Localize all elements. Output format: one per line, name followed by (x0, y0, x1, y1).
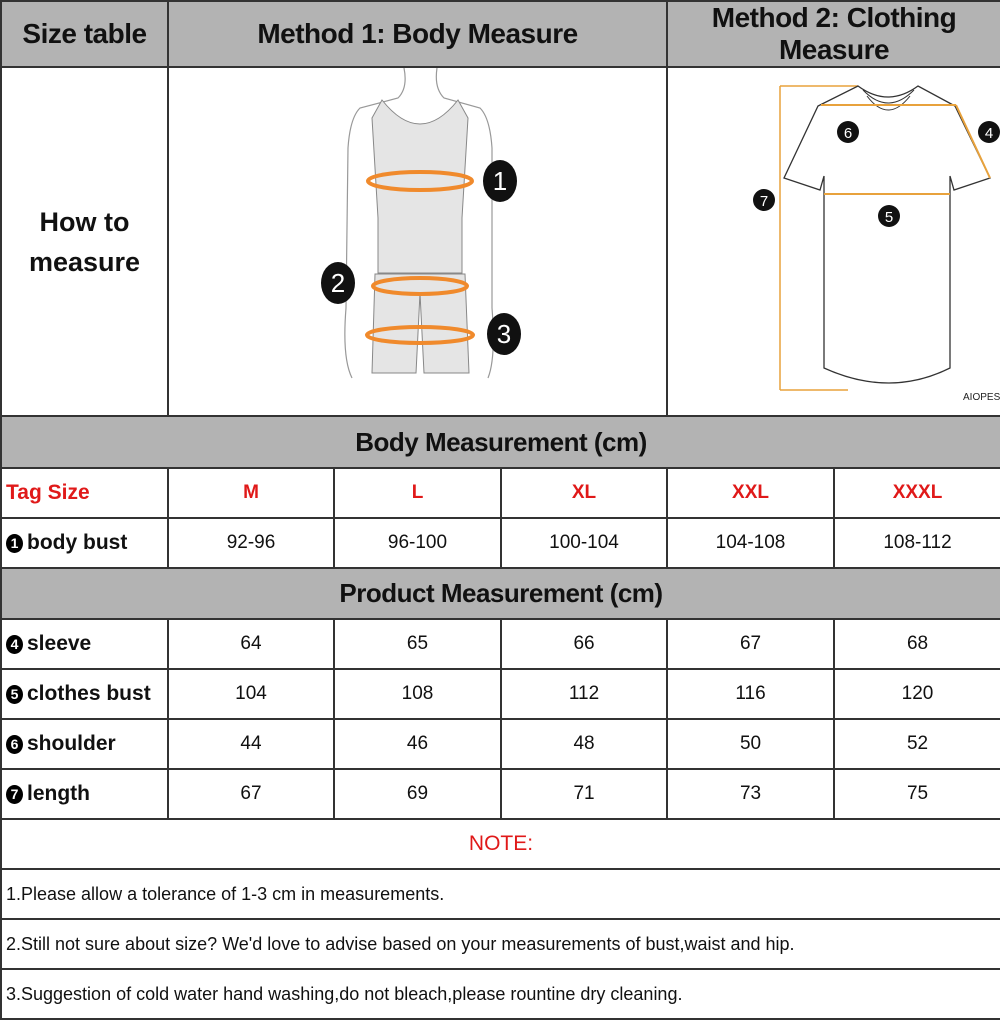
cell: 66 (499, 618, 669, 670)
body-measure-diagram: 1 2 3 (166, 66, 669, 417)
cell: 50 (666, 718, 836, 770)
row-label: 1 body bust (0, 517, 169, 569)
cell: 92-96 (167, 517, 335, 569)
marker-4-icon: 4 (6, 634, 23, 654)
marker-2-icon: 2 (320, 262, 355, 304)
row-label-text: shoulder (27, 732, 116, 755)
marker-6-icon: 6 (6, 734, 23, 754)
cell: 112 (499, 668, 669, 720)
cell: 75 (833, 768, 1000, 820)
note-item: 2.Still not sure about size? We'd love t… (0, 918, 1000, 970)
cell: 116 (666, 668, 836, 720)
how-to-measure-label: How to measure (0, 66, 169, 417)
cell: 65 (333, 618, 502, 670)
cell: 108 (333, 668, 502, 720)
body-measurement-title: Body Measurement (cm) (0, 415, 1000, 469)
size-xxxl: XXXL (833, 467, 1000, 519)
size-xl: XL (499, 467, 669, 519)
cell: 96-100 (333, 517, 502, 569)
cell: 48 (499, 718, 669, 770)
size-table-header: Size table (0, 0, 169, 68)
marker-1-icon: 1 (482, 160, 517, 202)
tshirt-illustration: 6 4 7 5 AIOPESON (753, 85, 1000, 403)
svg-text:1: 1 (492, 166, 506, 196)
clothing-measure-diagram: 6 4 7 5 AIOPESON (666, 66, 1000, 417)
table-row-clothes-bust: 5 clothes bust 104 108 112 116 120 (0, 668, 1000, 720)
cell: 104 (167, 668, 335, 720)
product-rows: 4 sleeve 64 65 66 67 68 5 clothes bust 104 108 112 1… (0, 618, 1000, 820)
note-item: 3.Suggestion of cold water hand washing,… (0, 968, 1000, 1020)
method1-header: Method 1: Body Measure (166, 0, 669, 68)
cell: 73 (666, 768, 836, 820)
product-measurement-title: Product Measurement (cm) (0, 567, 1000, 620)
cell: 120 (833, 668, 1000, 720)
marker-7-icon: 7 (6, 784, 23, 804)
marker-6-icon: 6 (837, 121, 860, 143)
size-xxl: XXL (666, 467, 836, 519)
cell: 100-104 (499, 517, 669, 569)
table-row-body-bust: 1 body bust 92-96 96-100 100-104 104-108 … (0, 517, 1000, 569)
marker-7-icon: 7 (753, 189, 776, 211)
cell: 69 (333, 768, 502, 820)
svg-text:2: 2 (330, 268, 344, 298)
marker-1-icon: 1 (6, 533, 23, 553)
size-l: L (333, 467, 502, 519)
how-to-line2: measure (28, 246, 141, 277)
row-label: 4 sleeve (0, 618, 169, 670)
svg-text:3: 3 (496, 319, 510, 349)
marker-5-icon: 5 (6, 684, 23, 704)
body-figure-illustration: 1 2 3 (320, 67, 521, 379)
row-label-text: body bust (27, 531, 128, 554)
row-label-text: clothes bust (27, 682, 151, 705)
cell: 67 (666, 618, 836, 670)
svg-text:6: 6 (844, 125, 852, 142)
cell: 52 (833, 718, 1000, 770)
cell: 67 (167, 768, 335, 820)
cell: 46 (333, 718, 502, 770)
cell: 68 (833, 618, 1000, 670)
svg-text:4: 4 (985, 125, 993, 142)
row-label: 7 length (0, 768, 169, 820)
cell: 64 (167, 618, 335, 670)
marker-5-icon: 5 (878, 205, 901, 227)
marker-3-icon: 3 (486, 313, 521, 355)
brand-label: AIOPESON (963, 392, 1000, 403)
cell: 108-112 (833, 517, 1000, 569)
svg-text:7: 7 (760, 193, 768, 210)
row-label: 6 shoulder (0, 718, 169, 770)
method2-header: Method 2: Clothing Measure (666, 0, 1000, 68)
cell: 44 (167, 718, 335, 770)
note-item: 1.Please allow a tolerance of 1-3 cm in … (0, 868, 1000, 920)
marker-4-icon: 4 (978, 121, 1000, 143)
note-title: NOTE: (0, 818, 1000, 870)
row-label-text: length (27, 782, 90, 805)
svg-text:5: 5 (885, 209, 893, 226)
table-row-shoulder: 6 shoulder 44 46 48 50 52 (0, 718, 1000, 770)
row-label: 5 clothes bust (0, 668, 169, 720)
size-m: M (167, 467, 335, 519)
table-row-sleeve: 4 sleeve 64 65 66 67 68 (0, 618, 1000, 670)
how-to-line1: How to (39, 206, 130, 237)
cell: 104-108 (666, 517, 836, 569)
row-label-text: sleeve (27, 632, 92, 655)
table-row-length: 7 length 67 69 71 73 75 (0, 768, 1000, 820)
cell: 71 (499, 768, 669, 820)
tag-size-label: Tag Size (0, 467, 169, 519)
